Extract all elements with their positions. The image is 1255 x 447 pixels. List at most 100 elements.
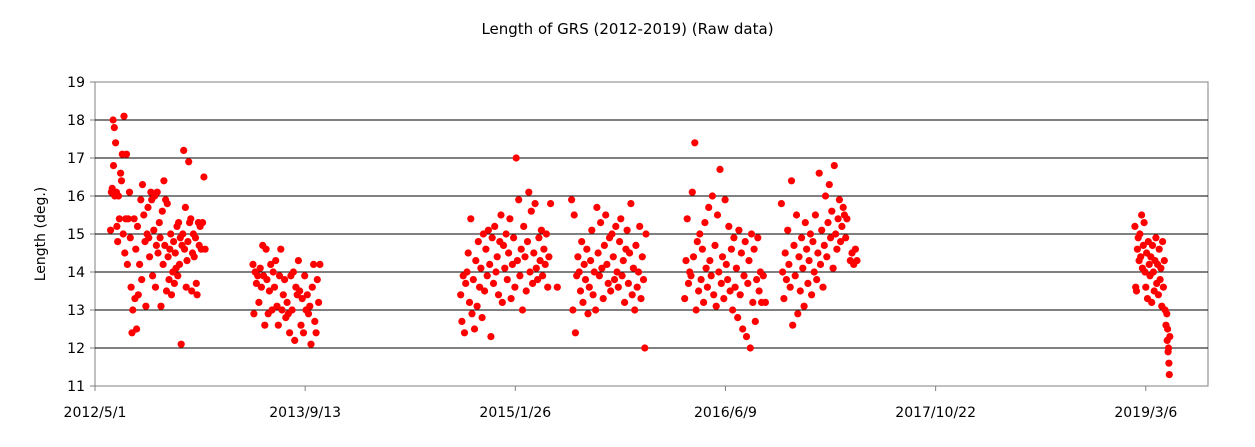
data-point bbox=[527, 207, 535, 215]
data-point bbox=[731, 283, 739, 291]
data-point bbox=[316, 260, 324, 268]
data-point bbox=[634, 268, 643, 276]
data-point bbox=[518, 306, 527, 314]
data-point bbox=[727, 245, 736, 253]
data-point bbox=[296, 287, 304, 295]
data-point bbox=[123, 260, 131, 268]
data-point bbox=[842, 234, 850, 242]
data-point bbox=[120, 112, 128, 120]
data-point bbox=[122, 150, 131, 158]
data-point bbox=[174, 272, 182, 280]
data-point bbox=[713, 211, 722, 219]
data-point bbox=[1140, 219, 1148, 227]
data-point bbox=[684, 279, 693, 287]
data-point bbox=[254, 272, 262, 280]
data-point bbox=[781, 249, 789, 257]
data-point bbox=[145, 234, 153, 242]
data-point bbox=[279, 291, 287, 299]
data-point bbox=[525, 188, 533, 196]
y-tick-label: 14 bbox=[67, 265, 85, 281]
data-point bbox=[304, 310, 313, 318]
data-point bbox=[165, 276, 173, 284]
data-point bbox=[1148, 298, 1156, 306]
data-point bbox=[761, 298, 770, 306]
x-tick-label: 2019/3/6 bbox=[1114, 405, 1177, 421]
data-point bbox=[531, 200, 539, 208]
data-point bbox=[721, 196, 729, 204]
data-point bbox=[512, 154, 520, 162]
data-point bbox=[736, 291, 744, 299]
data-point bbox=[627, 200, 635, 208]
data-point bbox=[592, 306, 600, 314]
data-point bbox=[599, 295, 607, 303]
data-point bbox=[597, 219, 605, 227]
data-point bbox=[151, 283, 160, 291]
data-point bbox=[711, 241, 719, 249]
data-point bbox=[614, 283, 622, 291]
data-point bbox=[628, 291, 636, 299]
data-point bbox=[639, 276, 648, 284]
data-point bbox=[1142, 283, 1150, 291]
data-point bbox=[278, 306, 286, 314]
data-point bbox=[578, 238, 586, 246]
data-point bbox=[547, 200, 555, 208]
data-point bbox=[486, 260, 494, 268]
data-point bbox=[718, 253, 727, 261]
data-point bbox=[616, 238, 624, 246]
data-point bbox=[134, 291, 142, 299]
data-point bbox=[474, 238, 482, 246]
data-point bbox=[463, 268, 471, 276]
data-point bbox=[269, 268, 277, 276]
data-point bbox=[517, 245, 525, 253]
data-point bbox=[1136, 230, 1144, 238]
data-point bbox=[1160, 257, 1168, 265]
data-point bbox=[465, 298, 474, 306]
data-point bbox=[175, 219, 183, 227]
data-point bbox=[794, 310, 802, 318]
x-tick-label: 2017/10/22 bbox=[895, 405, 976, 421]
data-point bbox=[127, 283, 135, 291]
data-point bbox=[311, 317, 319, 325]
data-point bbox=[1145, 260, 1153, 268]
data-point bbox=[683, 215, 691, 223]
data-point bbox=[692, 306, 700, 314]
data-point bbox=[825, 181, 833, 189]
data-point bbox=[1141, 268, 1149, 276]
y-tick-label: 17 bbox=[67, 151, 85, 167]
data-point bbox=[751, 317, 759, 325]
data-point bbox=[600, 241, 609, 249]
y-tick-label: 19 bbox=[67, 75, 85, 91]
data-point bbox=[470, 325, 479, 333]
data-point bbox=[843, 215, 851, 223]
data-point bbox=[689, 253, 698, 261]
data-point bbox=[497, 211, 505, 219]
data-point bbox=[507, 295, 515, 303]
data-point bbox=[1164, 325, 1172, 333]
data-point bbox=[166, 245, 174, 253]
data-point bbox=[1133, 245, 1141, 253]
data-point bbox=[801, 219, 809, 227]
data-point bbox=[201, 245, 209, 253]
data-point bbox=[682, 257, 690, 265]
data-point bbox=[312, 329, 320, 337]
data-point bbox=[571, 329, 580, 337]
data-point bbox=[835, 196, 844, 204]
y-axis: 11 12 13 14 15 16 17 18 19 bbox=[67, 75, 95, 395]
data-point bbox=[499, 241, 508, 249]
data-point bbox=[477, 264, 485, 272]
data-point bbox=[607, 287, 615, 295]
data-point bbox=[291, 336, 299, 344]
data-point bbox=[701, 219, 709, 227]
data-point bbox=[816, 260, 825, 268]
data-point bbox=[267, 260, 275, 268]
data-point bbox=[275, 272, 284, 280]
data-point bbox=[579, 298, 587, 306]
data-point bbox=[491, 222, 499, 230]
data-point bbox=[741, 238, 749, 246]
data-point bbox=[283, 298, 291, 306]
data-point bbox=[735, 226, 743, 234]
data-point bbox=[162, 287, 171, 295]
data-point bbox=[593, 203, 601, 211]
data-point bbox=[156, 234, 164, 242]
data-point bbox=[526, 268, 534, 276]
